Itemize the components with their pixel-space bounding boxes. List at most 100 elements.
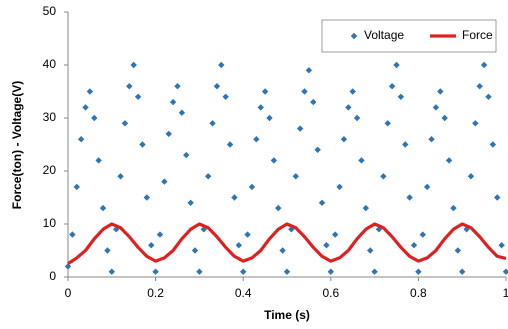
voltage-point xyxy=(380,173,387,180)
voltage-point xyxy=(222,93,229,100)
voltage-point xyxy=(156,231,164,238)
x-axis-label: Time (s) xyxy=(264,308,310,322)
voltage-point xyxy=(218,61,225,69)
voltage-point xyxy=(345,104,352,111)
voltage-point xyxy=(301,88,308,95)
voltage-point xyxy=(485,93,492,100)
voltage-point xyxy=(196,268,203,275)
voltage-point xyxy=(292,173,299,180)
legend-label: Voltage xyxy=(364,28,404,42)
voltage-point xyxy=(69,231,76,238)
voltage-point xyxy=(108,268,115,275)
voltage-point xyxy=(415,268,422,275)
voltage-point xyxy=(450,204,457,212)
voltage-point xyxy=(437,88,444,95)
voltage-point xyxy=(178,109,186,116)
voltage-point xyxy=(336,183,343,191)
voltage-point xyxy=(169,98,177,106)
voltage-point xyxy=(314,146,321,153)
voltage-point xyxy=(91,114,98,122)
voltage-point xyxy=(467,173,475,180)
voltage-point xyxy=(480,61,488,69)
voltage-point xyxy=(86,88,94,95)
legend-label: Force xyxy=(462,28,493,42)
voltage-point xyxy=(349,88,356,95)
legend: Voltage Force xyxy=(321,19,497,53)
x-tick-label: 0.6 xyxy=(322,286,339,300)
y-tick-label: 50 xyxy=(43,4,57,18)
y-tick-label: 30 xyxy=(43,110,57,124)
voltage-point xyxy=(257,104,264,111)
y-axis-label: Force(ton) - Voltage(V) xyxy=(10,81,24,209)
voltage-point xyxy=(191,247,199,254)
voltage-point xyxy=(174,83,181,90)
voltage-point xyxy=(244,231,251,238)
voltage-point xyxy=(148,242,155,249)
x-tick-label: 0.4 xyxy=(235,286,252,300)
voltage-point xyxy=(99,204,107,212)
voltage-point xyxy=(209,120,216,127)
voltage-point xyxy=(95,157,102,164)
voltage-point xyxy=(410,242,418,249)
y-tick-label: 20 xyxy=(43,163,57,177)
voltage-point xyxy=(428,136,435,143)
voltage-point xyxy=(441,114,448,122)
voltage-point xyxy=(406,194,413,201)
voltage-point xyxy=(419,231,426,238)
voltage-point xyxy=(266,114,273,122)
voltage-point xyxy=(121,120,129,127)
voltage-point xyxy=(126,83,133,90)
force-line xyxy=(67,222,507,266)
voltage-point xyxy=(187,199,194,206)
voltage-point xyxy=(104,247,111,254)
voltage-point xyxy=(296,125,304,132)
voltage-point xyxy=(165,130,172,138)
voltage-point xyxy=(318,199,326,206)
voltage-point xyxy=(353,114,361,122)
voltage-point xyxy=(388,83,396,90)
voltage-point xyxy=(143,194,151,201)
voltage-point xyxy=(240,268,247,275)
voltage-point xyxy=(358,157,365,164)
voltage-point xyxy=(283,268,291,275)
voltage-point xyxy=(270,157,278,164)
x-tick-label: 0.8 xyxy=(410,286,427,300)
voltage-point xyxy=(393,61,400,69)
voltage-point xyxy=(204,173,212,180)
voltage-point xyxy=(423,183,431,191)
y-tick-label: 0 xyxy=(49,269,56,283)
voltage-point xyxy=(489,141,497,148)
voltage-point xyxy=(476,83,483,90)
voltage-point xyxy=(502,268,508,275)
voltage-point xyxy=(77,136,85,143)
voltage-point xyxy=(130,61,137,69)
voltage-point xyxy=(305,67,313,74)
x-tick-label: 0 xyxy=(65,286,72,300)
voltage-point xyxy=(384,120,391,127)
voltage-point xyxy=(371,268,378,275)
x-tick-label: 0.2 xyxy=(147,286,164,300)
voltage-point xyxy=(362,204,370,212)
voltage-point xyxy=(327,268,334,275)
voltage-point xyxy=(367,247,374,254)
voltage-point xyxy=(82,104,89,111)
voltage-point xyxy=(454,247,462,254)
voltage-point xyxy=(279,247,286,254)
voltage-point xyxy=(402,141,409,148)
voltage-point xyxy=(275,204,282,212)
voltage-point xyxy=(248,183,256,191)
voltage-point xyxy=(261,88,269,95)
voltage-point xyxy=(161,178,168,185)
voltage-point xyxy=(134,93,142,100)
voltage-point xyxy=(226,141,234,148)
voltage-point xyxy=(459,268,466,275)
y-tick-label: 40 xyxy=(43,57,57,71)
voltage-point xyxy=(139,141,146,148)
voltage-point xyxy=(310,98,317,106)
voltage-point xyxy=(64,263,72,270)
voltage-point xyxy=(498,242,505,249)
voltage-point xyxy=(231,194,238,201)
y-tick-label: 10 xyxy=(43,216,57,230)
voltage-point xyxy=(494,194,501,201)
